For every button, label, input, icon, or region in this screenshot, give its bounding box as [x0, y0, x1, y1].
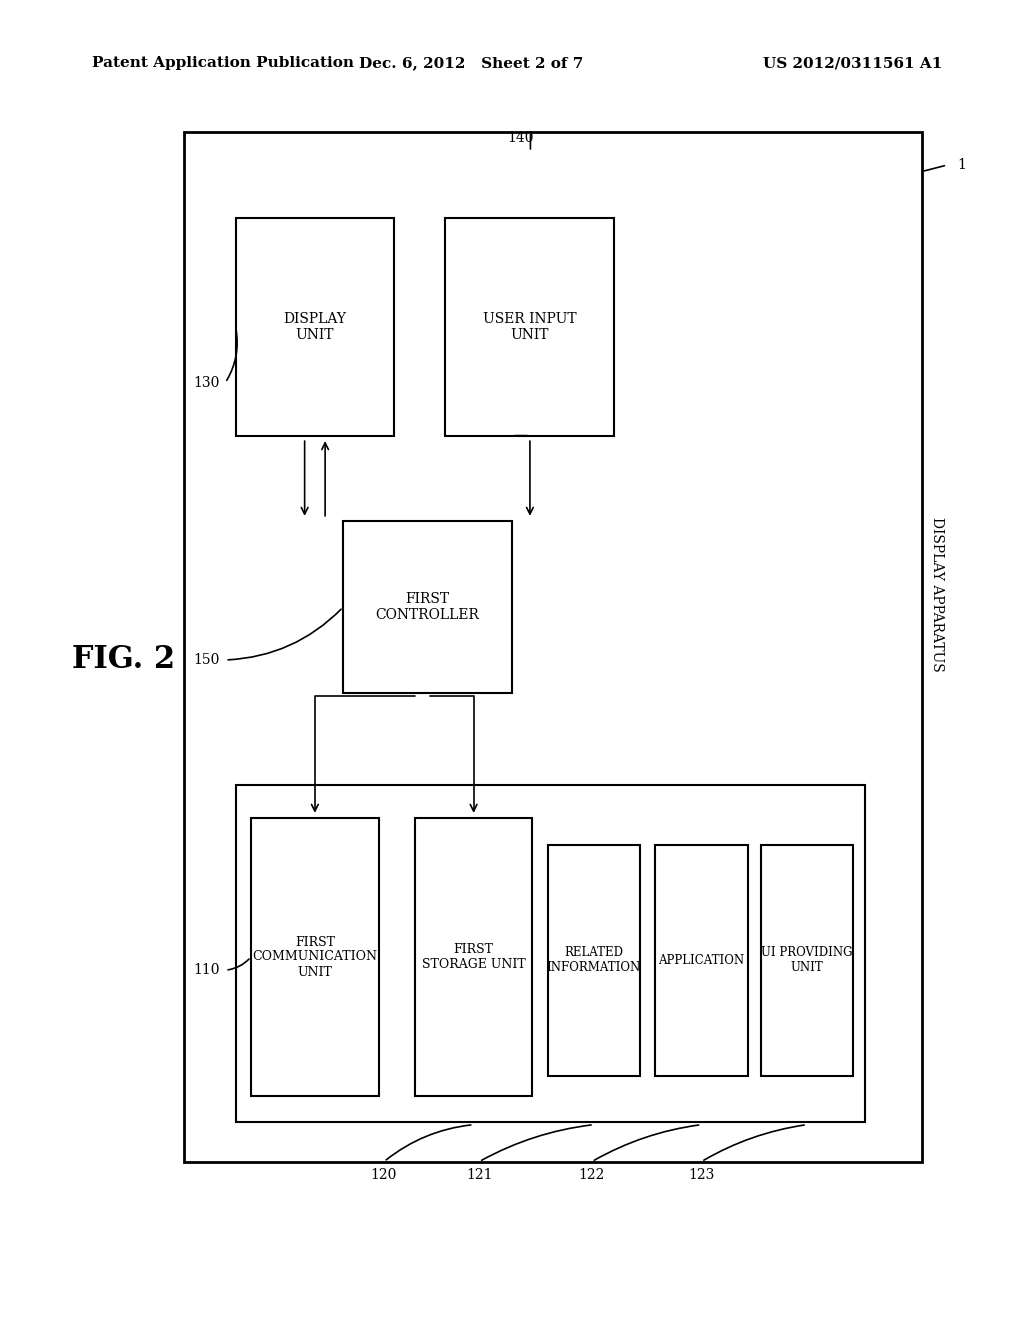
FancyBboxPatch shape — [184, 132, 922, 1162]
FancyBboxPatch shape — [655, 845, 748, 1076]
Text: FIG. 2: FIG. 2 — [72, 644, 175, 676]
Text: RELATED
INFORMATION: RELATED INFORMATION — [547, 946, 641, 974]
Text: 121: 121 — [466, 1168, 493, 1183]
Text: US 2012/0311561 A1: US 2012/0311561 A1 — [763, 57, 942, 70]
FancyBboxPatch shape — [415, 818, 532, 1096]
FancyBboxPatch shape — [548, 845, 640, 1076]
Text: 1: 1 — [957, 158, 967, 172]
FancyBboxPatch shape — [251, 818, 379, 1096]
Text: 120: 120 — [371, 1168, 397, 1183]
FancyBboxPatch shape — [236, 218, 394, 436]
FancyBboxPatch shape — [761, 845, 853, 1076]
Text: 150: 150 — [194, 653, 220, 667]
Text: FIRST
CONTROLLER: FIRST CONTROLLER — [376, 593, 479, 622]
Text: Patent Application Publication: Patent Application Publication — [92, 57, 354, 70]
Text: APPLICATION: APPLICATION — [658, 954, 744, 966]
Text: DISPLAY
UNIT: DISPLAY UNIT — [284, 312, 346, 342]
FancyBboxPatch shape — [343, 521, 512, 693]
Text: UI PROVIDING
UNIT: UI PROVIDING UNIT — [761, 946, 853, 974]
Text: 123: 123 — [688, 1168, 715, 1183]
Text: 130: 130 — [194, 376, 220, 389]
Text: USER INPUT
UNIT: USER INPUT UNIT — [483, 312, 577, 342]
Text: FIRST
STORAGE UNIT: FIRST STORAGE UNIT — [422, 942, 525, 972]
Text: 122: 122 — [579, 1168, 605, 1183]
Text: 110: 110 — [194, 964, 220, 977]
Text: FIRST
COMMUNICATION
UNIT: FIRST COMMUNICATION UNIT — [252, 936, 378, 978]
FancyBboxPatch shape — [236, 785, 865, 1122]
Text: DISPLAY APPARATUS: DISPLAY APPARATUS — [930, 516, 944, 672]
Text: 140: 140 — [507, 131, 534, 145]
Text: Dec. 6, 2012   Sheet 2 of 7: Dec. 6, 2012 Sheet 2 of 7 — [358, 57, 584, 70]
FancyBboxPatch shape — [445, 218, 614, 436]
